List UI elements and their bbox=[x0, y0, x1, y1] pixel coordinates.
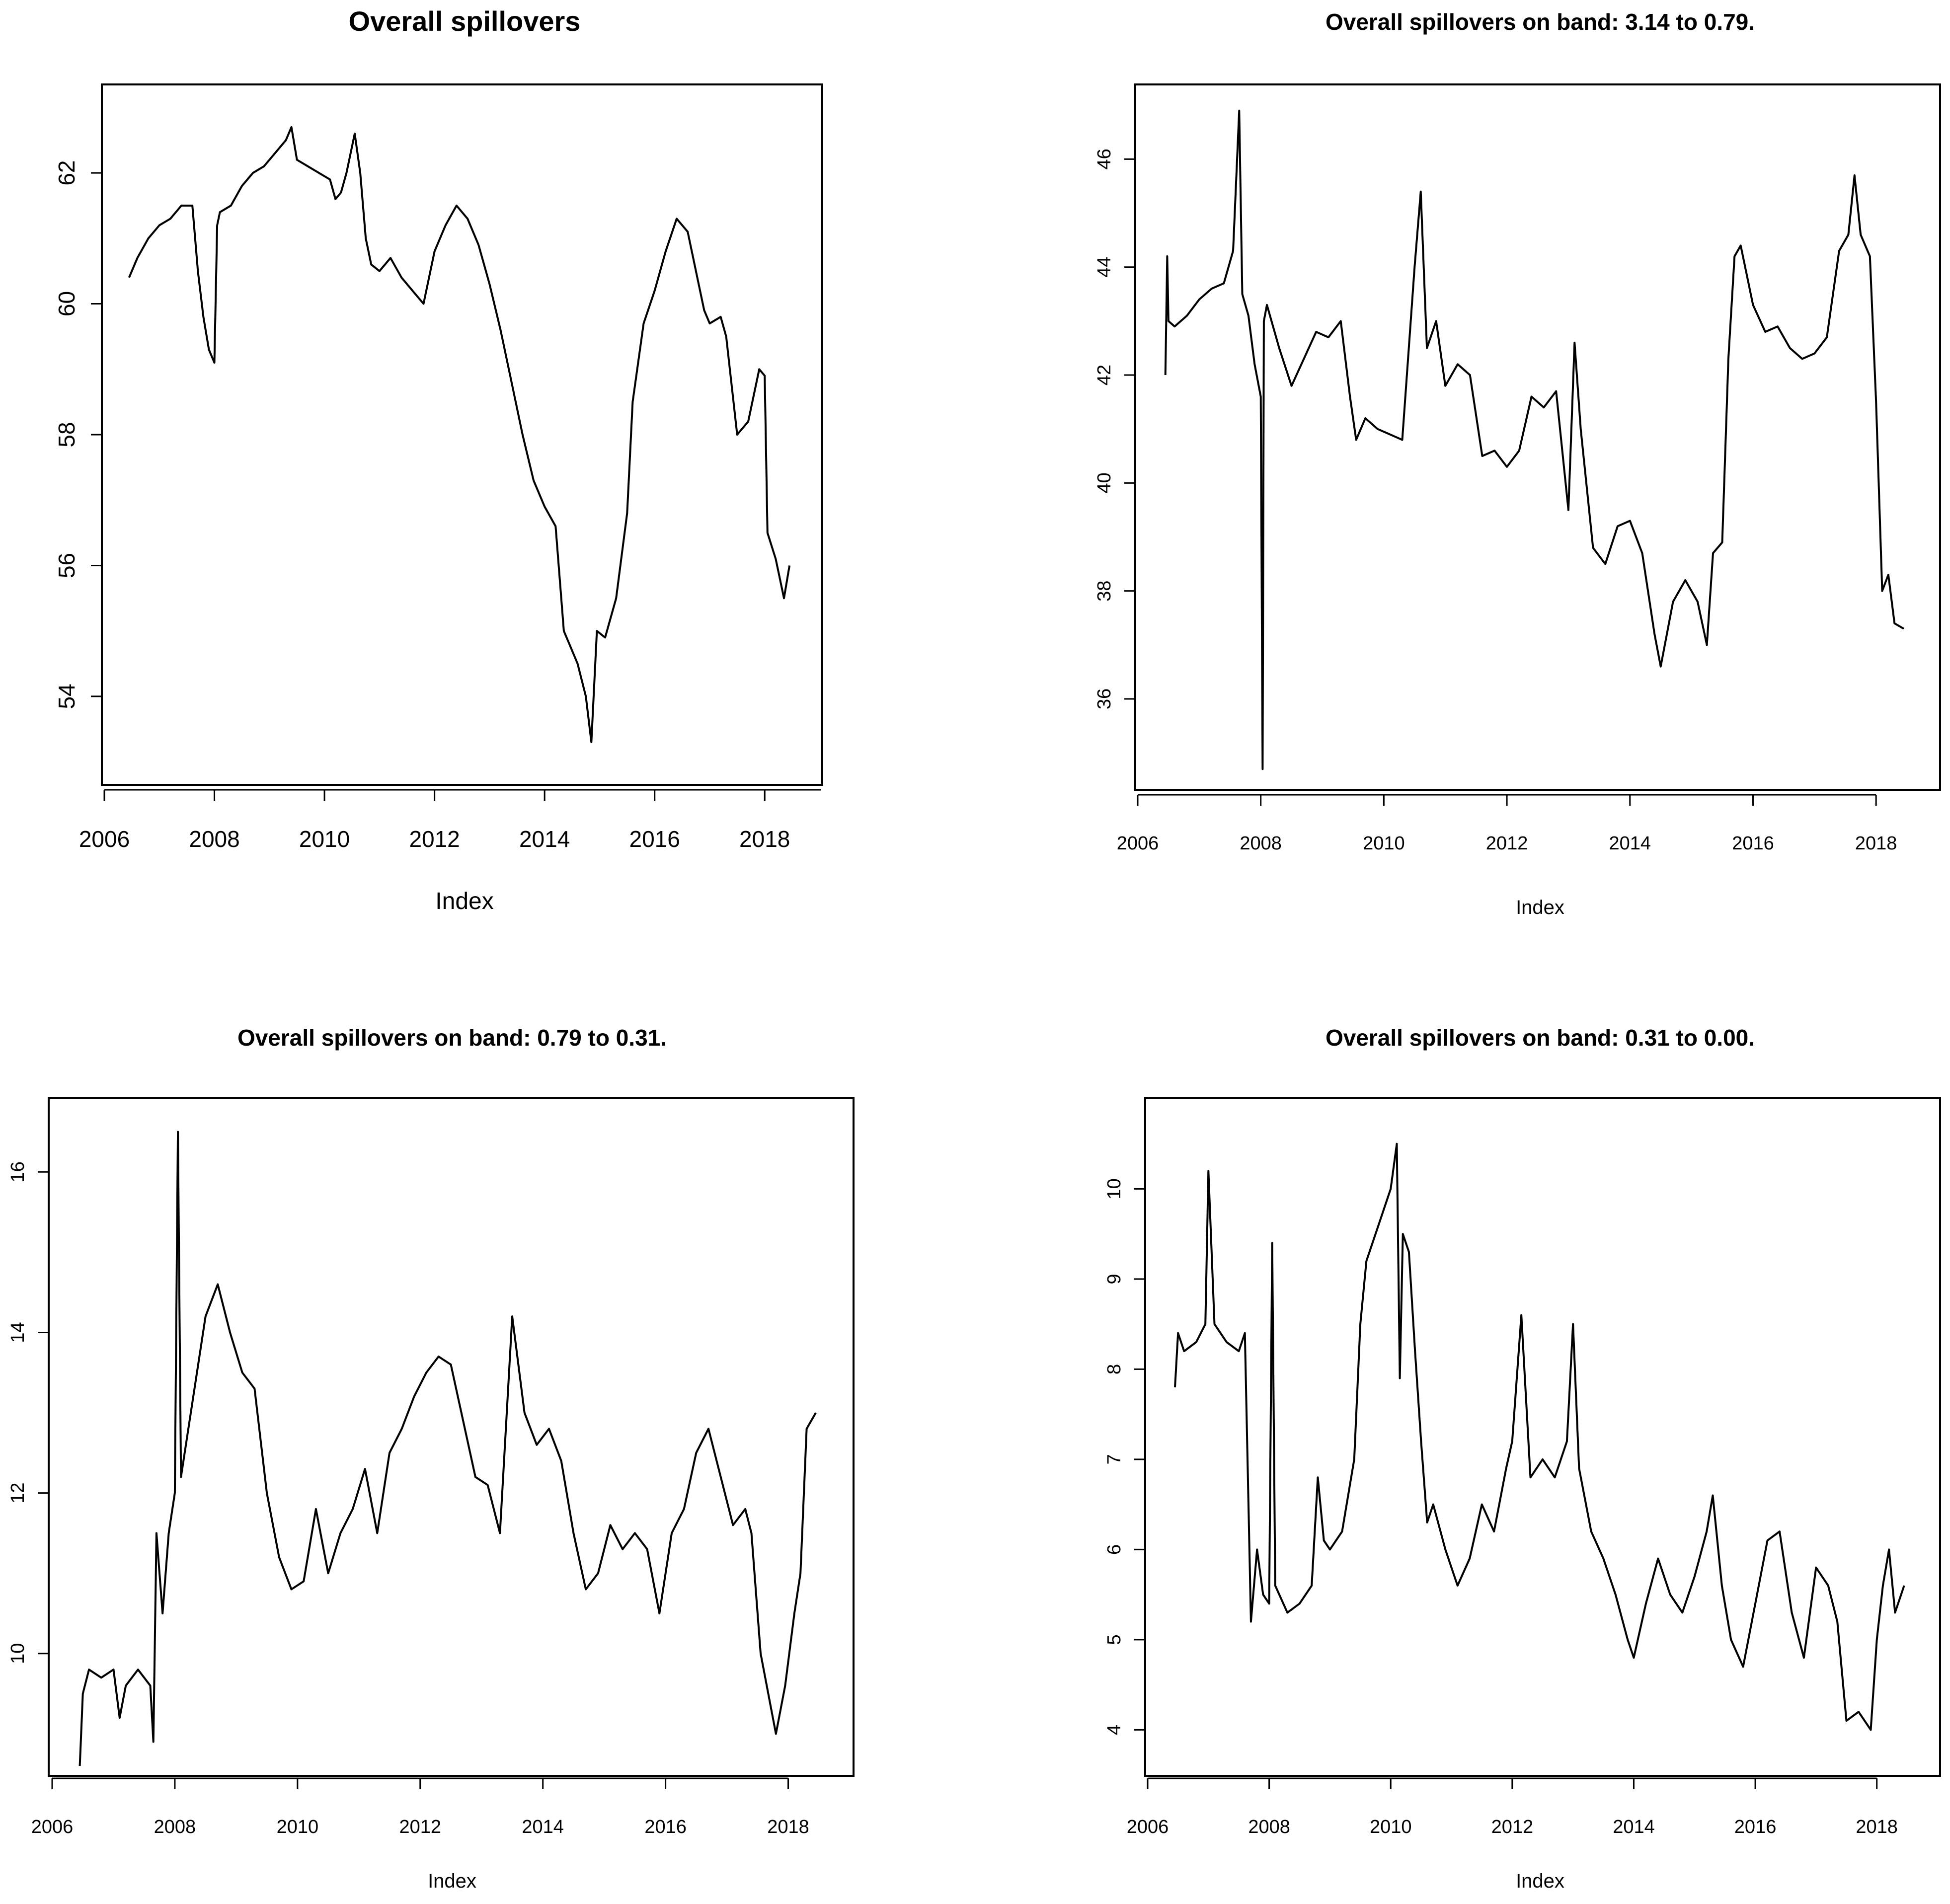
y-tick-label: 56 bbox=[54, 553, 79, 578]
y-tick-label: 40 bbox=[1094, 472, 1115, 493]
y-tick-label: 16 bbox=[7, 1161, 28, 1182]
x-tick-label: 2018 bbox=[1855, 833, 1897, 854]
x-axis-label: Index bbox=[1516, 897, 1564, 918]
x-tick-label: 2010 bbox=[1370, 1817, 1412, 1837]
y-tick-label: 36 bbox=[1094, 688, 1115, 709]
x-tick-label: 2006 bbox=[1127, 1817, 1169, 1837]
y-tick-label: 10 bbox=[1104, 1178, 1125, 1199]
x-tick-label: 2006 bbox=[79, 826, 130, 852]
chart-panel-1: Overall spillovers 2006 2008 2010 2012 2014 2… bbox=[54, 5, 823, 914]
x-tick-label: 2006 bbox=[31, 1817, 74, 1837]
y-tick-label: 54 bbox=[54, 684, 79, 709]
y-tick-label: 62 bbox=[54, 160, 79, 185]
chart-panel-4: Overall spillovers on band: 0.31 to 0.00… bbox=[1104, 1025, 1941, 1892]
x-tick-label: 2008 bbox=[1248, 1817, 1290, 1837]
x-tick-label: 2016 bbox=[1732, 833, 1774, 854]
x-tick-label: 2016 bbox=[1734, 1817, 1777, 1837]
plot-frame bbox=[48, 1097, 855, 1777]
chart-title: Overall spillovers bbox=[349, 5, 581, 37]
y-tick-label: 46 bbox=[1094, 149, 1115, 169]
x-tick-label: 2018 bbox=[739, 826, 790, 852]
y-tick-label: 14 bbox=[7, 1322, 28, 1343]
y-tick-label: 5 bbox=[1104, 1634, 1125, 1645]
chart-panel-3: Overall spillovers on band: 0.79 to 0.31… bbox=[7, 1025, 855, 1892]
x-axis-label: Index bbox=[435, 888, 493, 914]
data-line bbox=[78, 1131, 817, 1766]
x-tick-label: 2008 bbox=[154, 1817, 196, 1837]
x-tick-label: 2014 bbox=[519, 826, 570, 852]
data-line bbox=[1164, 109, 1904, 770]
y-tick-label: 60 bbox=[54, 291, 79, 316]
y-tick-label: 8 bbox=[1104, 1364, 1125, 1374]
x-tick-label: 2012 bbox=[409, 826, 460, 852]
plot-frame bbox=[1134, 83, 1941, 791]
x-tick-label: 2016 bbox=[629, 826, 680, 852]
y-tick-label: 38 bbox=[1094, 581, 1115, 602]
x-tick-label: 2018 bbox=[1856, 1817, 1898, 1837]
chart-title: Overall spillovers on band: 0.79 to 0.31… bbox=[237, 1025, 667, 1051]
x-tick-label: 2014 bbox=[1613, 1817, 1655, 1837]
y-tick-label: 12 bbox=[7, 1482, 28, 1503]
x-tick-label: 2012 bbox=[1491, 1817, 1534, 1837]
x-tick-label: 2016 bbox=[644, 1817, 687, 1837]
x-tick-label: 2006 bbox=[1117, 833, 1159, 854]
x-axis-label: Index bbox=[1516, 1870, 1564, 1892]
data-line bbox=[128, 126, 791, 744]
y-tick-label: 9 bbox=[1104, 1274, 1125, 1284]
chart-title: Overall spillovers on band: 0.31 to 0.00… bbox=[1326, 1025, 1755, 1051]
x-tick-label: 2008 bbox=[1240, 833, 1282, 854]
x-tick-label: 2014 bbox=[522, 1817, 564, 1837]
x-tick-label: 2014 bbox=[1609, 833, 1651, 854]
x-tick-label: 2018 bbox=[767, 1817, 809, 1837]
chart-title: Overall spillovers on band: 3.14 to 0.79… bbox=[1326, 9, 1755, 35]
y-tick-label: 58 bbox=[54, 422, 79, 447]
x-tick-label: 2012 bbox=[399, 1817, 441, 1837]
x-tick-label: 2010 bbox=[277, 1817, 319, 1837]
plot-frame bbox=[101, 83, 823, 786]
y-tick-label: 4 bbox=[1104, 1725, 1125, 1735]
x-tick-label: 2010 bbox=[299, 826, 350, 852]
y-tick-label: 42 bbox=[1094, 365, 1115, 385]
y-tick-label: 6 bbox=[1104, 1544, 1125, 1555]
x-tick-label: 2012 bbox=[1486, 833, 1528, 854]
x-axis-label: Index bbox=[428, 1870, 476, 1892]
y-tick-label: 44 bbox=[1094, 257, 1115, 278]
x-tick-label: 2010 bbox=[1363, 833, 1405, 854]
y-tick-label: 10 bbox=[7, 1643, 28, 1664]
chart-panel-2: Overall spillovers on band: 3.14 to 0.79… bbox=[1094, 9, 1941, 918]
x-tick-label: 2008 bbox=[189, 826, 239, 852]
plot-frame bbox=[1144, 1097, 1941, 1777]
y-tick-label: 7 bbox=[1104, 1454, 1125, 1464]
data-line bbox=[1174, 1142, 1905, 1731]
